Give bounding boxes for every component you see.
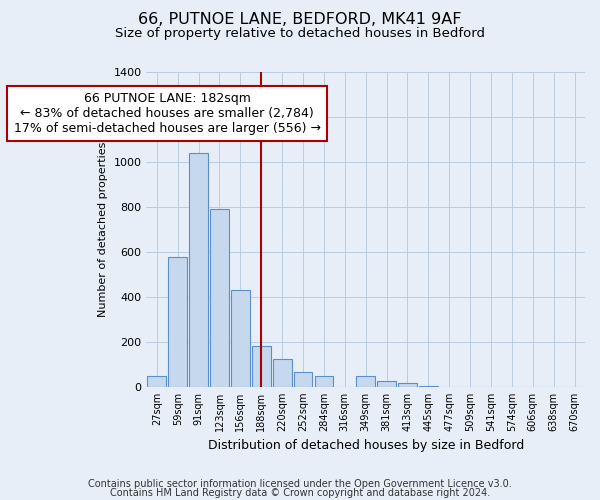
Bar [398,384,417,387]
Bar [293,372,313,387]
Text: Size of property relative to detached houses in Bedford: Size of property relative to detached ho… [115,28,485,40]
Bar [377,381,396,387]
Bar [356,376,375,387]
Bar [273,358,292,387]
Bar [231,290,250,387]
Text: 66, PUTNOE LANE, BEDFORD, MK41 9AF: 66, PUTNOE LANE, BEDFORD, MK41 9AF [138,12,462,28]
X-axis label: Distribution of detached houses by size in Bedford: Distribution of detached houses by size … [208,440,524,452]
Y-axis label: Number of detached properties: Number of detached properties [98,142,108,317]
Text: Contains HM Land Registry data © Crown copyright and database right 2024.: Contains HM Land Registry data © Crown c… [110,488,490,498]
Bar [419,386,438,387]
Bar [314,376,334,387]
Bar [210,209,229,387]
Bar [189,152,208,387]
Bar [148,376,166,387]
Bar [168,258,187,387]
Text: 66 PUTNOE LANE: 182sqm
← 83% of detached houses are smaller (2,784)
17% of semi-: 66 PUTNOE LANE: 182sqm ← 83% of detached… [14,92,321,135]
Text: Contains public sector information licensed under the Open Government Licence v3: Contains public sector information licen… [88,479,512,489]
Bar [252,346,271,387]
